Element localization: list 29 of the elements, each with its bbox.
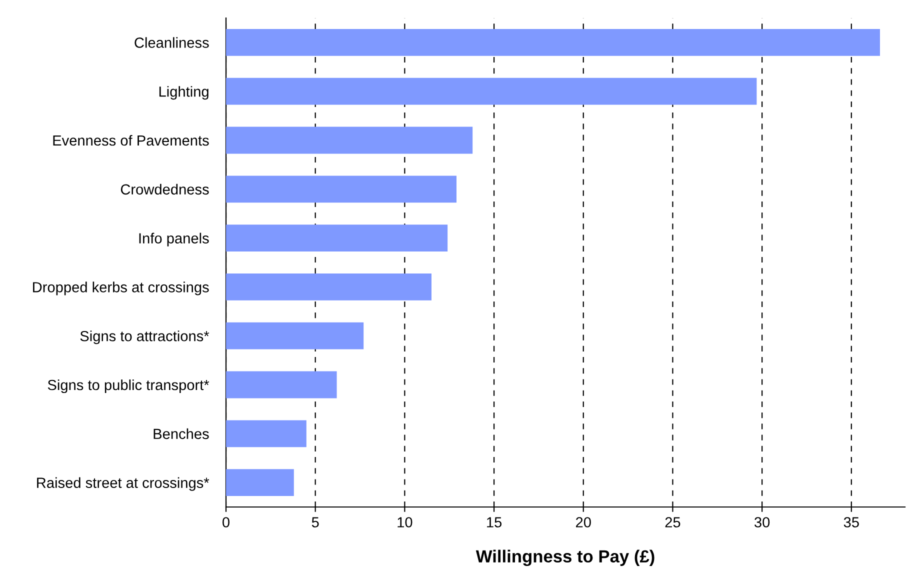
bar: [226, 420, 306, 448]
x-tick-label: 25: [665, 517, 680, 528]
bar: [226, 126, 473, 154]
y-tick-label: Dropped kerbs at crossings: [33, 282, 209, 296]
y-tick-label: Info panels: [139, 232, 209, 246]
x-tick-label: 30: [754, 517, 770, 528]
x-tick-label: 15: [487, 517, 502, 528]
y-tick-label: Cleanliness: [134, 37, 209, 48]
y-tick-label: Raised street at crossings*: [37, 477, 210, 491]
x-axis-title: Willingness to Pay (£): [476, 550, 654, 566]
bar: [226, 78, 757, 105]
y-tick-label: Evenness of Pavements: [53, 134, 209, 146]
bar: [226, 29, 880, 56]
y-tick-label: Crowdedness: [120, 184, 209, 195]
bar: [226, 176, 457, 203]
x-tick-label: 20: [576, 517, 591, 528]
x-tick-label: 5: [312, 517, 319, 528]
y-tick-label: Signs to public transport*: [48, 379, 210, 394]
bar: [226, 371, 337, 398]
bar: [226, 224, 448, 252]
x-tick-label: 35: [844, 517, 859, 528]
bar: [226, 274, 432, 300]
y-tick-label: Signs to attractions*: [80, 330, 210, 344]
x-tick-label: 0: [222, 517, 230, 528]
bar: [226, 322, 364, 350]
bar: [226, 469, 294, 496]
x-tick-label: 10: [398, 517, 412, 528]
y-tick-label: Benches: [154, 428, 209, 440]
y-tick-label: Lighting: [159, 86, 208, 100]
